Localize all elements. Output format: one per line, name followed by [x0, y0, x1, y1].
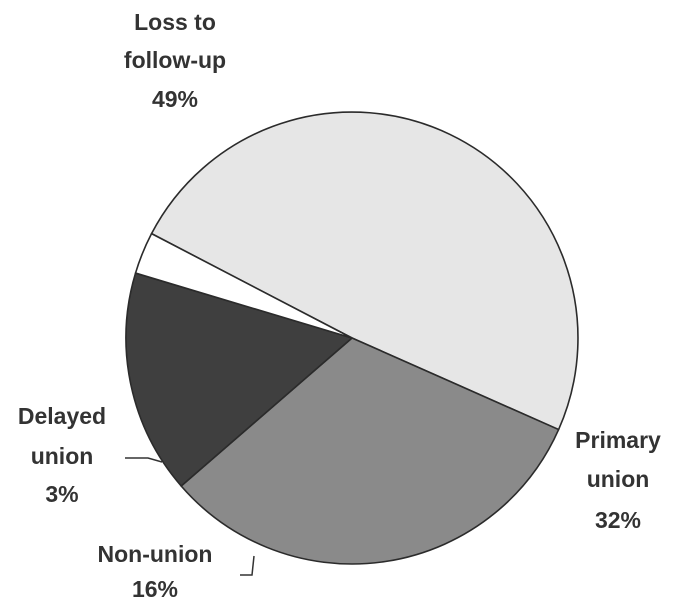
label-non-union: Non-union 16%	[98, 541, 213, 602]
label-loss-line-1: Loss to	[134, 9, 216, 35]
label-non-union-value: 16%	[132, 576, 178, 602]
label-delayed-line-1: Delayed	[18, 403, 106, 429]
leader-lines	[125, 457, 255, 576]
pie-slice-primary-union	[180, 337, 560, 565]
leader-line-non-union	[240, 555, 255, 576]
label-non-union-line-1: Non-union	[98, 541, 213, 567]
pie-slice-non-union	[125, 272, 353, 487]
label-loss-to-follow-up: Loss to follow-up 49%	[124, 9, 226, 112]
label-delayed-line-2: union	[31, 443, 94, 469]
label-primary-line-1: Primary	[575, 427, 661, 453]
label-delayed-value: 3%	[45, 481, 78, 507]
pie-slices	[125, 111, 579, 565]
label-loss-value: 49%	[152, 86, 198, 112]
label-primary-union: Primary union 32%	[575, 427, 661, 533]
label-primary-line-2: union	[587, 466, 650, 492]
pie-slice-loss-to-follow-up	[150, 111, 579, 431]
label-primary-value: 32%	[595, 507, 641, 533]
leader-line-delayed-union	[125, 457, 163, 463]
pie-slice-delayed-union	[134, 232, 353, 339]
label-delayed-union: Delayed union 3%	[18, 403, 106, 507]
label-loss-line-2: follow-up	[124, 47, 226, 73]
